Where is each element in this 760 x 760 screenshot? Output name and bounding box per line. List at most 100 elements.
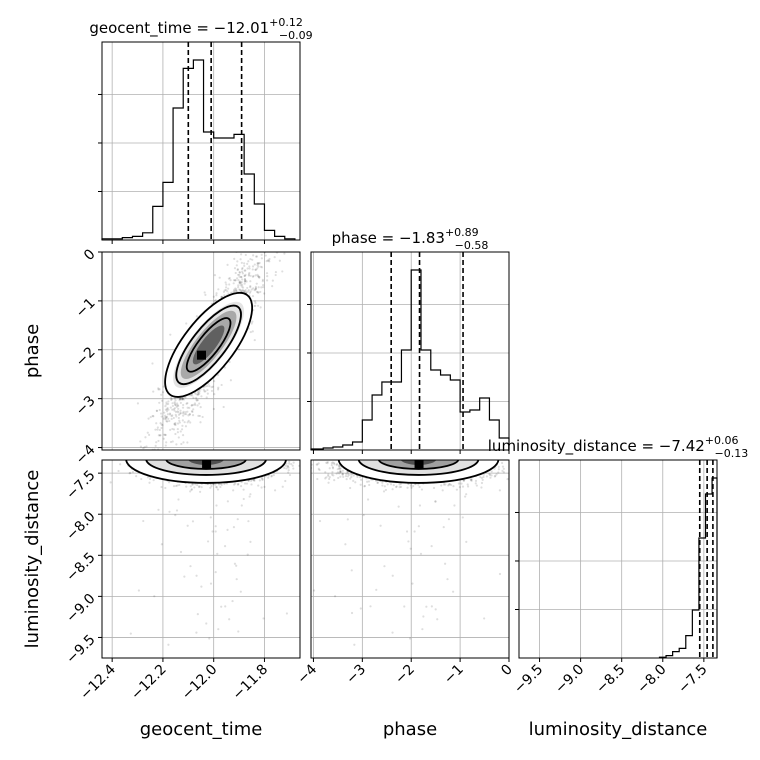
sample-point: [186, 421, 189, 424]
sample-point: [346, 518, 349, 521]
panel-frame-phase-vs-geocent_time: [101, 251, 301, 451]
sample-point: [436, 618, 439, 621]
sample-point: [250, 483, 253, 486]
sample-point: [278, 259, 281, 262]
sample-point: [254, 304, 257, 307]
sample-point: [392, 484, 395, 487]
sample-point: [248, 291, 252, 294]
sample-point: [210, 485, 213, 488]
sample-point: [336, 468, 339, 471]
sample-point: [176, 403, 179, 407]
sample-point: [333, 479, 336, 482]
sample-point: [246, 553, 249, 556]
sample-point: [501, 461, 504, 465]
sample-point: [148, 481, 151, 484]
panel-frame-phase: [310, 251, 510, 451]
sample-point: [183, 412, 186, 416]
sample-point: [128, 472, 131, 475]
sample-point: [216, 552, 219, 555]
sample-point: [173, 409, 176, 412]
sample-point: [462, 479, 466, 482]
sample-point: [513, 478, 515, 480]
sample-point: [305, 471, 307, 473]
sample-point: [406, 486, 409, 489]
sample-point: [209, 582, 213, 585]
sample-point: [291, 464, 294, 467]
contour-0: [337, 460, 500, 484]
sample-point: [248, 271, 251, 275]
sample-point: [514, 467, 516, 469]
sample-point: [119, 463, 122, 466]
sample-point: [509, 486, 511, 488]
sample-point: [215, 294, 218, 297]
sample-point: [259, 290, 262, 294]
sample-point: [232, 282, 235, 285]
density-peak: [197, 350, 206, 360]
sample-point: [182, 403, 185, 407]
sample-point: [147, 433, 151, 436]
sample-point: [186, 410, 189, 413]
sample-point: [217, 288, 220, 291]
sample-point: [418, 504, 422, 507]
xtick-label-luminosity_distance-2: −8.5: [593, 662, 628, 697]
sample-point: [347, 473, 351, 476]
grid-luminosity_distance-vs-geocent_time: [102, 460, 300, 658]
sample-point: [177, 416, 180, 420]
sample-point: [251, 247, 253, 249]
sample-point: [172, 428, 176, 431]
sample-point: [339, 470, 342, 473]
sample-point: [359, 607, 362, 610]
sample-point: [169, 413, 172, 416]
sample-point: [206, 388, 209, 392]
sample-point: [142, 519, 145, 523]
sample-point: [233, 279, 237, 282]
sample-point: [177, 411, 180, 414]
sample-point: [443, 562, 447, 565]
sample-point: [174, 410, 178, 414]
sample-point: [179, 411, 182, 415]
sample-point: [190, 488, 193, 491]
sample-point: [174, 399, 177, 402]
sample-point: [274, 481, 276, 483]
sample-point: [236, 260, 239, 263]
sample-point: [164, 433, 167, 437]
sample-point: [256, 291, 259, 294]
sample-point: [256, 247, 258, 249]
sample-point: [233, 562, 237, 565]
sample-point: [179, 401, 182, 405]
sample-point: [243, 290, 247, 293]
sample-point: [363, 485, 366, 488]
density-layer: [125, 291, 500, 484]
sample-point: [235, 289, 238, 292]
yaxis-label-phase: phase: [22, 324, 43, 378]
sample-point: [274, 273, 277, 277]
sample-point: [249, 290, 252, 293]
sample-point: [422, 615, 425, 618]
sample-point: [224, 286, 228, 289]
sample-point: [408, 637, 412, 640]
sample-point: [261, 278, 264, 281]
xtick-label-luminosity_distance-1: −9.0: [552, 662, 587, 697]
sample-point: [288, 473, 292, 477]
sample-point: [254, 246, 256, 248]
ytick-label-luminosity_distance-4: −7.5: [63, 467, 98, 502]
sample-point: [281, 485, 284, 488]
sample-point: [501, 469, 504, 472]
ytick-label-luminosity_distance-2: −8.5: [63, 550, 98, 585]
sample-point: [220, 605, 223, 608]
sample-point: [206, 540, 210, 543]
sample-point: [466, 483, 469, 486]
sample-point: [215, 485, 218, 489]
sample-point: [192, 403, 195, 407]
sample-point: [164, 414, 167, 417]
sample-point: [186, 406, 189, 409]
sample-point: [271, 279, 274, 282]
sample-point: [328, 477, 331, 481]
sample-point: [239, 288, 242, 291]
sample-point: [249, 479, 253, 482]
sample-point: [170, 398, 173, 401]
sample-point: [251, 258, 254, 261]
sample-point: [524, 467, 526, 469]
sample-point: [200, 486, 203, 489]
sample-point: [358, 476, 362, 479]
